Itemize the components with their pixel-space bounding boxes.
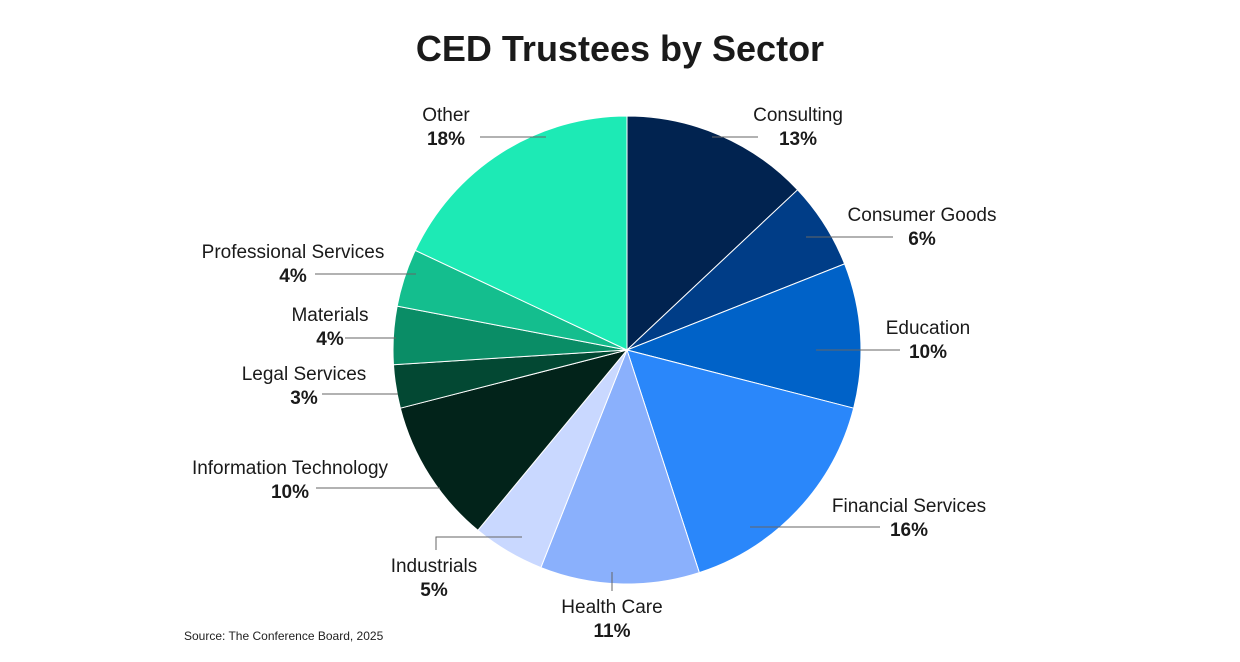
chart-title: CED Trustees by Sector xyxy=(415,28,825,69)
slice-label-legal-services: Legal Services xyxy=(242,364,367,385)
pie-slice-education xyxy=(625,263,862,409)
slice-label-materials: Materials xyxy=(291,305,368,326)
pie-slice-consulting xyxy=(626,115,799,352)
slice-percent-industrials: 5% xyxy=(420,580,448,601)
slice-percent-consumer-goods: 6% xyxy=(908,229,936,250)
slice-percent-financial-services: 16% xyxy=(890,520,928,541)
slice-percent-information-technology: 10% xyxy=(271,482,309,503)
slice-label-industrials: Industrials xyxy=(391,556,478,577)
pie-slice-financial-services xyxy=(626,349,855,574)
slice-label-education: Education xyxy=(886,318,971,339)
slice-percent-education: 10% xyxy=(909,342,947,363)
pie-slice-information-technology xyxy=(399,349,629,532)
slice-percent-legal-services: 3% xyxy=(290,388,318,409)
slice-percent-health-care: 11% xyxy=(594,621,631,642)
slice-label-financial-services: Financial Services xyxy=(832,496,986,517)
slice-percent-materials: 4% xyxy=(316,329,344,350)
slice-label-professional-services: Professional Services xyxy=(202,242,385,263)
slice-label-consulting: Consulting xyxy=(753,105,843,126)
source-note: Source: The Conference Board, 2025 xyxy=(184,629,384,643)
slice-label-health-care: Health Care xyxy=(561,597,662,618)
slice-label-other: Other xyxy=(422,105,470,126)
slice-percent-consulting: 13% xyxy=(779,129,817,150)
slice-percent-professional-services: 4% xyxy=(279,266,307,287)
slice-percent-other: 18% xyxy=(427,129,465,150)
leader-line-industrials xyxy=(435,536,522,550)
pie-slice-health-care xyxy=(540,348,700,585)
slice-label-information-technology: Information Technology xyxy=(192,458,389,479)
pie-slice-other xyxy=(414,115,628,351)
slice-label-consumer-goods: Consumer Goods xyxy=(848,205,997,226)
